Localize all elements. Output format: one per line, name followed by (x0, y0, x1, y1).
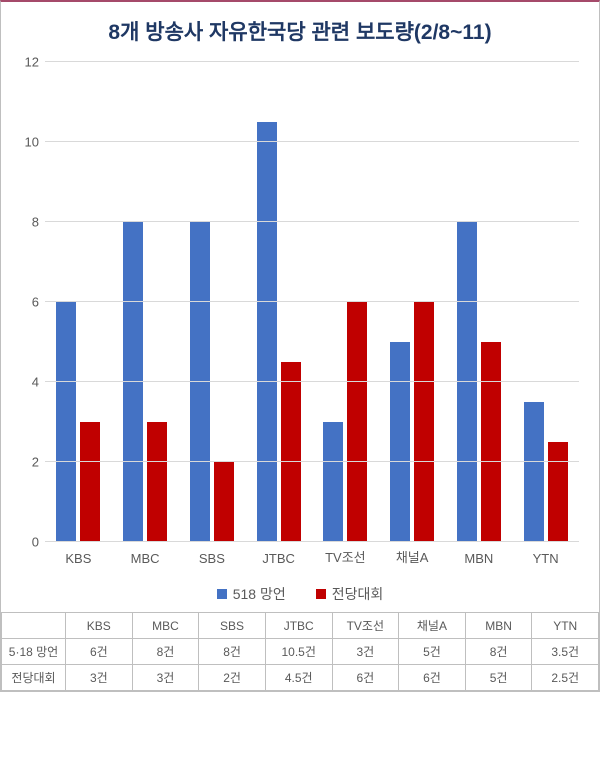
bar-group: MBN (446, 62, 513, 542)
legend: 518 망언 전당대회 (1, 584, 599, 604)
bar (347, 302, 367, 542)
bar (214, 462, 234, 542)
x-category-label: MBC (112, 551, 179, 566)
bar (123, 222, 143, 542)
table-cell: 4.5건 (265, 665, 332, 691)
bar (147, 422, 167, 542)
y-tick-label: 12 (13, 55, 39, 70)
bar (323, 422, 343, 542)
table-row-header: 5·18 망언 (2, 639, 66, 665)
table-cell: 8건 (199, 639, 266, 665)
table-cell: 3건 (132, 665, 199, 691)
y-tick-label: 2 (13, 455, 39, 470)
table-col-header: SBS (199, 613, 266, 639)
table-cell: 3건 (332, 639, 399, 665)
table-col-header: MBC (132, 613, 199, 639)
y-tick-label: 4 (13, 375, 39, 390)
legend-item: 518 망언 (217, 584, 286, 604)
table-row: 5·18 망언6건8건8건10.5건3건5건8건3.5건 (2, 639, 599, 665)
y-tick-label: 10 (13, 135, 39, 150)
bar (481, 342, 501, 542)
table-col-header: YTN (532, 613, 599, 639)
bar (457, 222, 477, 542)
table-header-row: KBSMBCSBSJTBCTV조선채널AMBNYTN (2, 613, 599, 639)
chart-area: KBSMBCSBSJTBCTV조선채널AMBNYTN 024681012 518… (1, 52, 599, 612)
bar-group: YTN (512, 62, 579, 542)
bar (56, 302, 76, 542)
bar (390, 342, 410, 542)
table-cell: 6건 (66, 639, 133, 665)
table-cell: 5건 (465, 665, 532, 691)
legend-swatch (217, 589, 227, 599)
x-category-label: TV조선 (312, 547, 379, 566)
x-category-label: KBS (45, 551, 112, 566)
table-row-header: 전당대회 (2, 665, 66, 691)
chart-title: 8개 방송사 자유한국당 관련 보도량(2/8~11) (1, 2, 599, 52)
legend-swatch (316, 589, 326, 599)
bar-group: KBS (45, 62, 112, 542)
table-row: 전당대회3건3건2건4.5건6건6건5건2.5건 (2, 665, 599, 691)
gridline (45, 61, 579, 62)
table-col-header: KBS (66, 613, 133, 639)
table-corner-cell (2, 613, 66, 639)
legend-item: 전당대회 (316, 584, 384, 604)
gridline (45, 141, 579, 142)
bar-group: MBC (112, 62, 179, 542)
y-tick-label: 8 (13, 215, 39, 230)
table-cell: 8건 (132, 639, 199, 665)
table-cell: 6건 (332, 665, 399, 691)
x-category-label: YTN (512, 551, 579, 566)
legend-label: 518 망언 (233, 584, 286, 604)
bar (281, 362, 301, 542)
bar (80, 422, 100, 542)
gridline (45, 301, 579, 302)
bar-groups: KBSMBCSBSJTBCTV조선채널AMBNYTN (45, 62, 579, 542)
bar-group: TV조선 (312, 62, 379, 542)
table-cell: 3.5건 (532, 639, 599, 665)
table-cell: 6건 (399, 665, 466, 691)
gridline (45, 381, 579, 382)
table-cell: 10.5건 (265, 639, 332, 665)
table-cell: 8건 (465, 639, 532, 665)
x-category-label: 채널A (379, 547, 446, 566)
bar (257, 122, 277, 542)
x-category-label: SBS (179, 551, 246, 566)
y-tick-label: 0 (13, 535, 39, 550)
table-col-header: JTBC (265, 613, 332, 639)
bar-group: SBS (179, 62, 246, 542)
table-col-header: MBN (465, 613, 532, 639)
bar-group: JTBC (245, 62, 312, 542)
plot-region: KBSMBCSBSJTBCTV조선채널AMBNYTN 024681012 (45, 62, 579, 542)
table-cell: 2건 (199, 665, 266, 691)
table-cell: 2.5건 (532, 665, 599, 691)
x-category-label: JTBC (245, 551, 312, 566)
table-cell: 5건 (399, 639, 466, 665)
x-category-label: MBN (446, 551, 513, 566)
gridline (45, 221, 579, 222)
y-tick-label: 6 (13, 295, 39, 310)
bar-group: 채널A (379, 62, 446, 542)
figure-frame: 8개 방송사 자유한국당 관련 보도량(2/8~11) KBSMBCSBSJTB… (0, 0, 600, 692)
data-table: KBSMBCSBSJTBCTV조선채널AMBNYTN5·18 망언6건8건8건1… (1, 612, 599, 691)
bar (524, 402, 544, 542)
gridline (45, 541, 579, 542)
table-cell: 3건 (66, 665, 133, 691)
table-col-header: TV조선 (332, 613, 399, 639)
bar (548, 442, 568, 542)
bar (190, 222, 210, 542)
legend-label: 전당대회 (332, 584, 384, 604)
bar (414, 302, 434, 542)
table-col-header: 채널A (399, 613, 466, 639)
gridline (45, 461, 579, 462)
